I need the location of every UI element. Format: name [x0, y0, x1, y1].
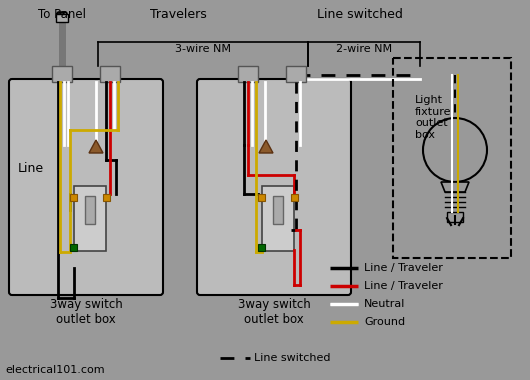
Text: Line switched: Line switched [254, 353, 331, 363]
Circle shape [423, 118, 487, 182]
Text: 3-wire NM: 3-wire NM [175, 44, 231, 54]
Polygon shape [259, 140, 273, 153]
Bar [70, 244, 77, 251]
Bar [447, 212, 463, 222]
Text: electrical101.com: electrical101.com [5, 365, 105, 375]
Bar [238, 66, 258, 82]
Text: Line / Traveler: Line / Traveler [364, 281, 443, 291]
Bar [56, 14, 68, 22]
Text: Neutral: Neutral [364, 299, 405, 309]
Text: 2-wire NM: 2-wire NM [336, 44, 392, 54]
Polygon shape [441, 182, 469, 192]
Text: 3way switch
outlet box: 3way switch outlet box [50, 298, 122, 326]
Text: Line switched: Line switched [317, 8, 403, 21]
Bar [74, 186, 106, 251]
Bar [393, 58, 511, 258]
Bar [273, 196, 283, 224]
Bar [262, 186, 294, 251]
Text: To Panel: To Panel [38, 8, 86, 21]
Text: 3way switch
outlet box: 3way switch outlet box [237, 298, 311, 326]
Bar [258, 194, 265, 201]
Bar [286, 66, 306, 82]
Bar [85, 196, 95, 224]
Text: Travelers: Travelers [149, 8, 206, 21]
Bar [100, 66, 120, 82]
Text: Light
fixture
outlet
box: Light fixture outlet box [415, 95, 452, 140]
Bar [103, 194, 110, 201]
Polygon shape [89, 140, 103, 153]
Bar [258, 244, 265, 251]
Text: Line: Line [18, 162, 44, 174]
Text: Ground: Ground [364, 317, 405, 327]
FancyBboxPatch shape [9, 79, 163, 295]
Text: Line / Traveler: Line / Traveler [364, 263, 443, 273]
Bar [291, 194, 298, 201]
Bar [52, 66, 72, 82]
Bar [70, 194, 77, 201]
FancyBboxPatch shape [197, 79, 351, 295]
